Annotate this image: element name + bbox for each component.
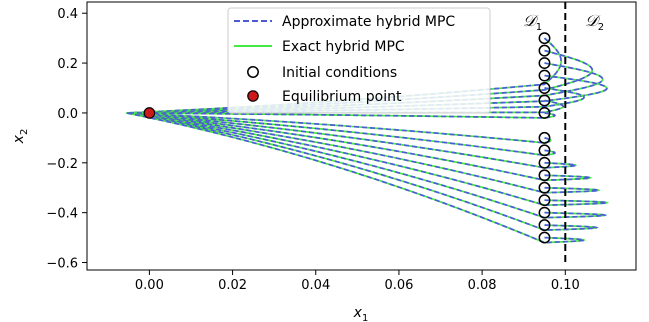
y-axis-label: x2	[11, 129, 30, 145]
initial-condition-point	[538, 94, 551, 107]
initial-condition-point	[538, 32, 551, 45]
x-tick-label: 0.08	[468, 278, 497, 293]
initial-condition-point	[538, 194, 551, 207]
initial-condition-point	[538, 57, 551, 70]
approximate-trajectory	[126, 112, 586, 244]
x-tick-label: 0.04	[301, 278, 330, 293]
y-tick-label: 0.2	[57, 57, 78, 72]
x-axis-label-subscript: 1	[362, 313, 368, 322]
approximate-trajectory	[126, 112, 608, 219]
initial-condition-point	[538, 144, 551, 157]
plot-frame	[86, 1, 637, 271]
approximate-trajectory	[126, 112, 556, 119]
equilibrium-point	[143, 107, 156, 119]
legend-equilibrium-label: Equilibrium point	[282, 89, 402, 105]
y-axis-ticks: 0.4 0.2 0.0 −0.2 −0.4 −0.6	[46, 7, 87, 272]
x-tick-label: 0.06	[384, 278, 413, 293]
approximate-trajectory	[126, 112, 610, 207]
y-tick-label: −0.6	[46, 257, 78, 272]
y-axis-label-subscript: 2	[19, 129, 30, 135]
initial-condition-point	[538, 169, 551, 182]
x-tick-label: 0.02	[218, 278, 247, 293]
x-tick-label: 0.00	[135, 278, 164, 293]
marker-layer	[143, 32, 551, 244]
approximate-trajectory	[126, 112, 578, 169]
exact-trajectory	[126, 112, 593, 182]
initial-condition-point	[538, 131, 551, 144]
x-axis-label: x1	[353, 305, 369, 322]
legend-exact-label: Exact hybrid MPC	[282, 39, 405, 55]
y-tick-label: 0.0	[57, 107, 78, 122]
legend-initial-conditions-label: Initial conditions	[282, 65, 397, 81]
legend: Approximate hybrid MPC Exact hybrid MPC …	[227, 7, 491, 114]
approximate-trajectory	[126, 112, 556, 157]
approximate-trajectory	[126, 112, 601, 194]
legend-approximate-label: Approximate hybrid MPC	[282, 14, 455, 30]
initial-condition-point	[538, 206, 551, 219]
trajectory-layer	[126, 37, 610, 244]
exact-trajectory	[126, 112, 552, 144]
initial-condition-point	[538, 106, 551, 119]
initial-condition-point	[538, 44, 551, 57]
initial-condition-point	[538, 69, 551, 82]
y-tick-label: −0.2	[46, 157, 78, 172]
legend-equilibrium-marker	[247, 90, 259, 102]
region-label-d2: 𝒟2	[585, 11, 604, 33]
legend-frame	[227, 7, 491, 114]
y-tick-label: 0.4	[57, 7, 78, 22]
region-label-d1: 𝒟1	[523, 11, 542, 33]
legend-initial-conditions-marker	[247, 66, 259, 78]
x-tick-label: 0.10	[551, 278, 580, 293]
initial-condition-point	[538, 82, 551, 94]
initial-condition-point	[538, 231, 551, 244]
approximate-trajectory	[126, 112, 599, 231]
x-axis-ticks: 0.00 0.02 0.04 0.06 0.08 0.10	[135, 270, 580, 293]
exact-trajectory	[126, 112, 599, 231]
initial-condition-point	[538, 156, 551, 169]
initial-condition-point	[538, 181, 551, 194]
initial-condition-point	[538, 219, 551, 232]
y-tick-label: −0.4	[46, 207, 78, 222]
